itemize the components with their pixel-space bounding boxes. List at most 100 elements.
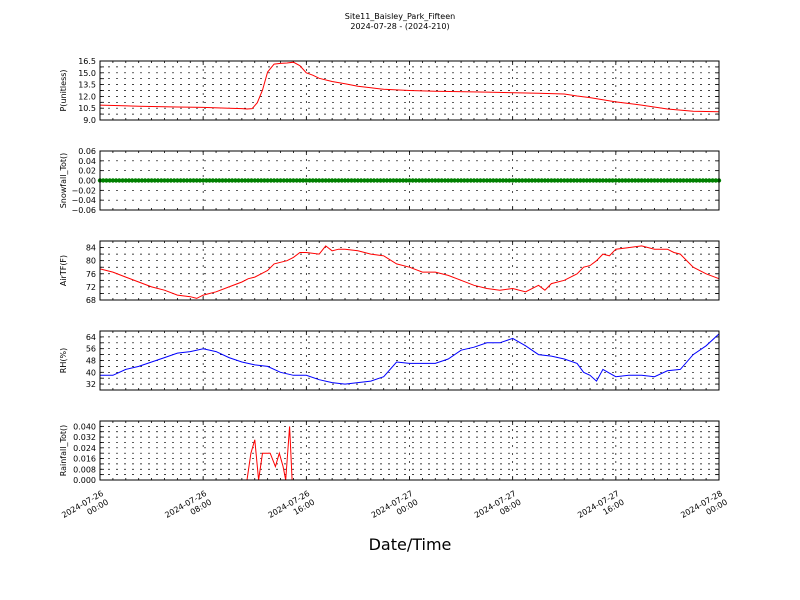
data-point: [471, 178, 477, 183]
data-point: [433, 178, 438, 183]
data-point: [584, 178, 589, 183]
data-point: [172, 178, 177, 183]
data-point: [462, 178, 467, 183]
data-point: [446, 178, 451, 183]
data-point: [694, 178, 699, 183]
data-point: [429, 178, 435, 183]
data-point: [494, 178, 499, 183]
panel-1: 9.0 10.5 12.0 13.5 15.0 16.5 P(unitless): [59, 57, 720, 125]
series-line: [99, 61, 720, 113]
y-tick-label: 0.032: [73, 433, 96, 442]
data-point: [117, 178, 122, 183]
y-tick-label: 0.016: [73, 455, 96, 464]
data-point: [317, 178, 322, 183]
panel-frame: [99, 60, 720, 121]
data-point: [394, 178, 399, 183]
data-point: [684, 178, 689, 183]
data-point: [265, 178, 270, 183]
data-point: [578, 178, 583, 183]
chart-subtitle: 2024-07-28 - (2024-210): [350, 22, 449, 31]
data-point: [458, 178, 464, 183]
y-tick-label: 0.024: [73, 444, 96, 453]
data-point: [452, 178, 457, 183]
data-point: [142, 178, 148, 183]
data-point: [304, 178, 309, 183]
data-point: [678, 178, 683, 183]
data-point: [371, 178, 377, 183]
data-point: [339, 178, 344, 183]
y-tick-label: −0.04: [71, 196, 96, 205]
data-point: [223, 178, 228, 183]
data-point: [113, 178, 119, 183]
series-line: [100, 333, 720, 385]
data-point: [510, 178, 515, 183]
panels: 9.010.512.013.515.016.5P(unitless)−0.06−…: [59, 57, 722, 485]
data-point: [423, 178, 428, 183]
data-point: [642, 178, 647, 183]
data-point: [426, 178, 431, 183]
data-point: [623, 178, 628, 183]
data-point: [581, 178, 586, 183]
data-point: [571, 178, 577, 183]
y-tick-label: 40: [86, 368, 96, 377]
y-tick-label: 64: [86, 333, 96, 342]
data-point: [236, 178, 241, 183]
data-point: [233, 178, 238, 183]
data-point: [230, 178, 235, 183]
data-point: [645, 178, 651, 183]
axis-ticks: [99, 150, 720, 211]
data-point: [220, 178, 225, 183]
data-point: [204, 178, 209, 183]
data-point: [326, 178, 332, 183]
data-point: [542, 178, 548, 183]
data-point: [413, 178, 419, 183]
data-point: [181, 178, 186, 183]
series-line: [100, 426, 719, 481]
data-point: [407, 178, 412, 183]
y-tick-label: −0.02: [71, 186, 96, 195]
data-point: [255, 178, 261, 183]
y-tick-label: 0.04: [78, 157, 96, 166]
data-point: [481, 178, 486, 183]
data-point: [384, 178, 390, 183]
data-point: [562, 178, 567, 183]
data-point: [523, 178, 528, 183]
data-point: [455, 178, 461, 183]
data-point: [104, 178, 109, 183]
data-point: [475, 178, 480, 183]
y-axis-label: Snowfall_Tot(): [59, 153, 68, 209]
data-point: [404, 178, 409, 183]
data-point: [226, 178, 232, 183]
data-point: [130, 178, 135, 183]
data-point: [526, 178, 531, 183]
y-tick-label: 76: [86, 270, 96, 279]
y-tick-label: 68: [86, 296, 96, 305]
data-point: [497, 178, 502, 183]
data-point: [101, 178, 106, 183]
panel-frame: [99, 150, 720, 211]
data-point: [381, 178, 386, 183]
data-point: [239, 178, 245, 183]
data-point: [604, 178, 609, 183]
y-tick-label: 12.0: [78, 92, 96, 101]
data-point: [165, 178, 170, 183]
y-tick-label: 16.5: [78, 57, 96, 66]
data-point: [700, 178, 706, 183]
data-point: [655, 178, 660, 183]
data-point: [388, 178, 393, 183]
data-point: [710, 178, 715, 183]
data-point: [565, 178, 570, 183]
data-point: [294, 178, 299, 183]
data-point: [703, 178, 709, 183]
data-point: [242, 178, 248, 183]
panel-frame: [99, 420, 720, 481]
data-point: [342, 178, 348, 183]
data-point: [587, 178, 593, 183]
data-point: [307, 178, 312, 183]
data-point: [355, 178, 361, 183]
y-tick-label: 0.00: [78, 177, 96, 186]
data-point: [188, 178, 193, 183]
y-axis-label: Rainfall_Tot(): [59, 425, 68, 477]
data-point: [529, 178, 535, 183]
